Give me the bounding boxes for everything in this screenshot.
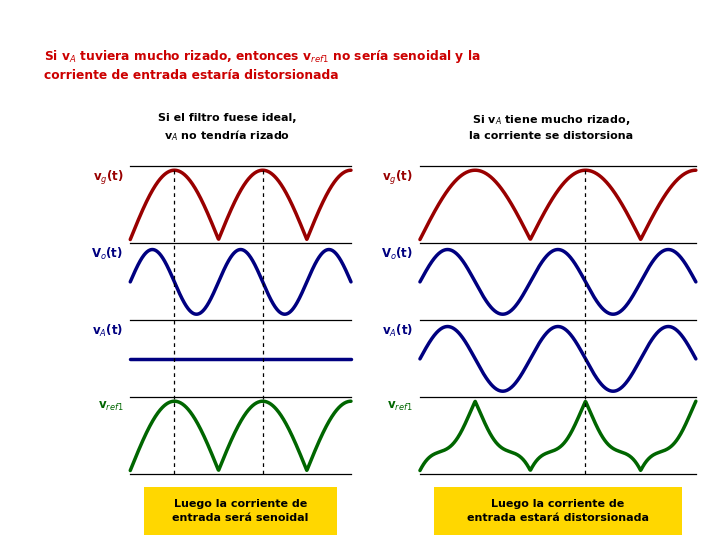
Text: v$_{ref1}$: v$_{ref1}$ (387, 400, 413, 413)
Text: v$_A$(t): v$_A$(t) (92, 323, 123, 339)
Text: Corrección del Factor de Potencia: Corrección del Factor de Potencia (10, 171, 20, 369)
Text: v$_g$(t): v$_g$(t) (93, 169, 123, 187)
Text: Si v$_A$ tiene mucho rizado,
la corriente se distorsiona: Si v$_A$ tiene mucho rizado, la corrient… (469, 113, 633, 140)
Text: Luego la corriente de
entrada estará distorsionada: Luego la corriente de entrada estará dis… (467, 500, 649, 523)
Text: Si v$_A$ tuviera mucho rizado, entonces v$_{ref1}$ no sería senoidal y la
corrie: Si v$_A$ tuviera mucho rizado, entonces … (44, 48, 481, 82)
Text: V$_o$(t): V$_o$(t) (91, 246, 123, 262)
Text: Luego la corriente de
entrada será senoidal: Luego la corriente de entrada será senoi… (172, 500, 309, 523)
Text: v$_{ref1}$: v$_{ref1}$ (98, 400, 123, 413)
Bar (144, 487, 337, 535)
Text: V$_o$(t): V$_o$(t) (381, 246, 413, 262)
Text: Tipos de control de Emuladores de Resistencia: Control por multiplicador: Tipos de control de Emuladores de Resist… (100, 11, 650, 24)
Text: v$_g$(t): v$_g$(t) (382, 169, 413, 187)
Text: v$_A$(t): v$_A$(t) (382, 323, 413, 339)
Bar (433, 487, 682, 535)
Text: Si el filtro fuese ideal,
v$_A$ no tendría rizado: Si el filtro fuese ideal, v$_A$ no tendr… (158, 113, 296, 143)
